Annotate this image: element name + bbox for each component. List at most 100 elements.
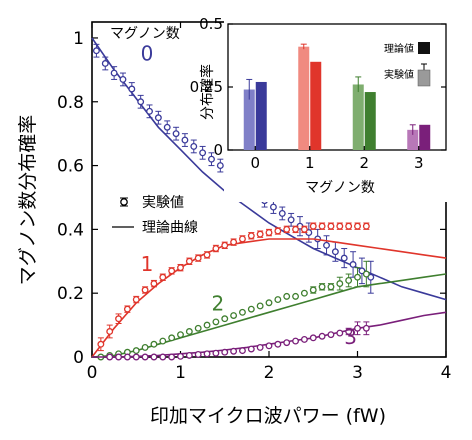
y-tick-label: 0.6 <box>57 157 84 177</box>
data-point-1 <box>309 222 317 230</box>
data-point-0 <box>323 241 330 249</box>
data-point-1 <box>150 280 158 288</box>
data-point-2 <box>327 283 335 291</box>
inset-x-tick-label: 2 <box>359 154 369 172</box>
data-point-0 <box>349 261 357 268</box>
inset-bar-theory-0 <box>255 81 267 150</box>
x-axis-title: 印加マイクロ波パワー (fW) <box>150 405 386 427</box>
data-point-1 <box>177 264 184 272</box>
inset-legend-theory-label: 理論値 <box>384 42 414 55</box>
data-point-2 <box>159 337 167 345</box>
legend-experiment-marker <box>120 198 128 206</box>
data-point-1 <box>256 230 264 238</box>
inset-bar-experiment-3 <box>407 129 419 150</box>
series-label-2: 2 <box>211 292 224 316</box>
data-point-3 <box>230 347 238 355</box>
inset-legend-experiment-label: 実験値 <box>384 68 414 81</box>
legend-theory: 理論曲線 <box>112 220 198 236</box>
data-point-2 <box>132 347 140 355</box>
legend-experiment: 実験値 <box>120 195 184 211</box>
data-point-3 <box>185 351 193 359</box>
data-point-2 <box>185 328 193 335</box>
inset-bar-chart: 0 0.25 0.5 0 1 2 3 <box>190 15 452 202</box>
theory-curve-2 <box>91 273 447 358</box>
inset-legend-theory: 理論値 <box>384 42 430 55</box>
data-point-2 <box>168 334 176 342</box>
data-point-2 <box>256 302 264 310</box>
data-point-1 <box>221 241 229 249</box>
data-point-0 <box>181 136 189 144</box>
data-point-3 <box>141 353 149 361</box>
inset-y-tick-label: 0.5 <box>199 15 223 33</box>
series-1: 1 <box>91 222 447 358</box>
data-point-3 <box>283 339 291 347</box>
data-point-3 <box>247 345 255 353</box>
data-point-2 <box>283 292 291 300</box>
x-tick-label: 4 <box>441 363 452 383</box>
data-point-1 <box>132 296 140 304</box>
data-point-3 <box>212 349 220 357</box>
data-point-1 <box>212 245 220 252</box>
inset-bar-experiment-2 <box>352 84 364 150</box>
data-point-1 <box>185 257 193 265</box>
data-point-3 <box>292 337 299 345</box>
data-point-3 <box>362 324 370 332</box>
inset-bar-theory-3 <box>419 124 431 150</box>
data-point-2 <box>230 312 238 319</box>
data-point-0 <box>287 216 295 224</box>
inset-bar-theory-2 <box>364 92 376 150</box>
inset-x-axis-title: マグノン数 <box>305 180 375 196</box>
data-point-3 <box>274 340 282 348</box>
data-point-2 <box>141 343 149 351</box>
data-point-3 <box>300 336 308 343</box>
data-point-3 <box>168 353 176 361</box>
data-point-1 <box>123 305 131 313</box>
data-point-1 <box>238 235 246 243</box>
data-point-3 <box>327 331 335 339</box>
data-point-1 <box>247 232 255 240</box>
x-tick-label: 0 <box>87 363 98 383</box>
y-tick-label: 0 <box>73 348 84 368</box>
inset-bar-experiment-1 <box>298 46 310 150</box>
data-point-2 <box>247 305 255 313</box>
legend-theory-label: 理論曲線 <box>142 220 198 236</box>
data-point-3 <box>132 353 140 361</box>
data-point-3 <box>194 350 202 358</box>
data-point-2 <box>274 296 282 304</box>
x-tick-label: 2 <box>264 363 275 383</box>
x-tick-label: 1 <box>175 363 186 383</box>
data-point-1 <box>336 222 344 230</box>
data-point-2 <box>345 276 353 284</box>
inset-legend-theory-swatch <box>418 42 430 54</box>
data-point-1 <box>141 286 149 294</box>
theory-curve-1 <box>91 238 447 358</box>
data-point-2 <box>362 270 370 278</box>
data-point-2 <box>212 318 220 326</box>
data-point-0 <box>208 155 215 163</box>
inset-y-axis-title: 分布確率 <box>199 64 216 120</box>
data-point-0 <box>216 162 224 170</box>
data-point-3 <box>221 348 229 356</box>
data-point-3 <box>336 329 344 337</box>
data-point-2 <box>354 273 361 281</box>
data-point-3 <box>354 324 361 332</box>
inset-bar-experiment-0 <box>243 89 255 150</box>
data-point-0 <box>331 248 339 256</box>
data-point-3 <box>159 353 167 361</box>
data-point-0 <box>172 130 180 138</box>
data-point-2 <box>300 289 308 297</box>
data-point-0 <box>146 107 153 115</box>
data-point-1 <box>327 222 335 230</box>
data-point-3 <box>256 343 264 351</box>
data-point-2 <box>177 331 184 339</box>
data-point-0 <box>101 60 109 67</box>
data-point-1 <box>292 225 299 233</box>
data-point-3 <box>309 334 317 342</box>
data-point-0 <box>367 273 375 281</box>
data-point-2 <box>318 283 326 291</box>
series-label-3: 3 <box>344 325 357 349</box>
data-point-1 <box>194 254 202 262</box>
data-point-3 <box>318 332 326 340</box>
data-point-1 <box>318 222 326 230</box>
